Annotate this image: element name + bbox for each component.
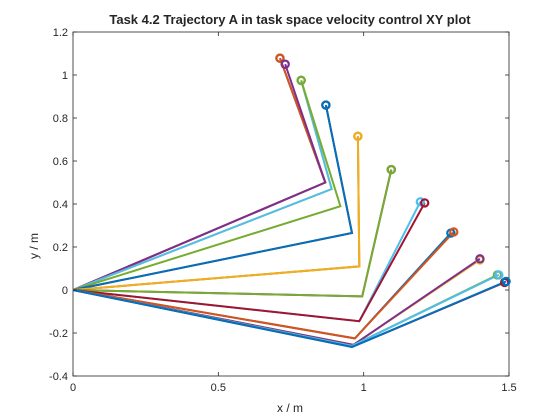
series-tip-marker-14 [420,198,430,208]
x-tick-label: 1.5 [501,382,516,394]
series-tip-marker-20 [494,270,504,280]
series-line-10 [72,136,361,291]
y-tick-label: 0.2 [53,242,68,254]
series-tip-marker-13 [415,197,426,207]
series-line-8 [72,104,354,291]
series-line-5 [72,80,333,291]
y-tick-label: -0.2 [49,328,68,340]
series-tip-marker-3 [280,59,290,69]
series-line-22 [72,280,507,349]
series-tip-marker-16 [449,227,459,237]
x-tick-label: 0.5 [211,382,226,394]
series-line-16 [72,231,455,340]
series-line-3 [72,63,327,291]
y-tick-label: 0.4 [53,199,68,211]
series-line-14 [72,202,426,323]
y-tick-label: 0 [62,285,68,297]
series-tip-marker-2 [275,53,285,63]
series-layer [72,53,511,349]
series-tip-marker-12 [386,164,396,175]
y-axis-label: y / m [27,233,41,259]
series-tip-marker-10 [353,131,363,141]
x-tick-label: 0 [70,382,76,394]
series-tip-marker-8 [321,100,331,110]
x-axis-label: x / m [277,401,303,415]
series-tip-marker-22 [501,276,511,287]
y-tick-label: 1 [62,70,68,82]
ticks-layer: 0 0.5 1 1.5 -0.4 -0.2 0 0.2 0.4 0.6 0.8 1 1.2 [49,27,517,394]
series-line-6 [72,80,342,291]
series-tip-marker-6 [296,75,306,86]
y-tick-label: -0.4 [49,371,68,383]
y-tick-label: 0.6 [53,156,68,168]
series-line-12 [72,169,393,298]
x-tick-label: 1 [361,382,367,394]
series-tip-marker-18 [475,254,485,264]
y-tick-label: 1.2 [53,27,68,39]
chart-title: Task 4.2 Trajectory A in task space velo… [109,12,471,27]
y-tick-label: 0.8 [53,113,68,125]
